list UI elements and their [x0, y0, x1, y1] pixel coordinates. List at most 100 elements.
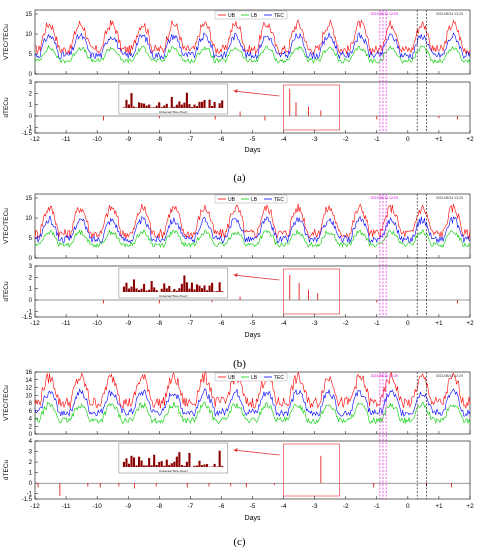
inset-bar [145, 105, 148, 108]
x-tick-label: -10 [92, 136, 102, 143]
x-tick-label: -9 [125, 320, 131, 327]
legend-label-lb: LB [251, 13, 258, 19]
inset-bar [203, 464, 206, 467]
zoom-arrow-head [233, 273, 238, 277]
x-tick-label: -4 [281, 320, 287, 327]
inset-bar [143, 103, 146, 108]
inset-bar [173, 461, 176, 467]
x-tick-label: -11 [62, 320, 71, 327]
inset-bar [168, 285, 171, 292]
inset-bar [188, 104, 191, 108]
legend-label-lb: LB [251, 197, 258, 203]
inset-bar [140, 288, 143, 292]
inset-bar [173, 106, 176, 108]
inset-bar [122, 286, 125, 292]
series-line-tec [34, 215, 471, 244]
inset-bar [173, 288, 176, 292]
inset-bar [195, 465, 199, 467]
inset-bar [180, 283, 183, 292]
y-tick-label: 4 [29, 417, 33, 423]
x-tick-label: -5 [250, 320, 256, 327]
inset-bar [153, 454, 156, 467]
legend-label-ub: UB [228, 13, 236, 19]
y-axis-label: dTECu [3, 97, 10, 118]
bottom-axes-frame [34, 81, 471, 134]
inset-bar [213, 291, 216, 292]
x-tick-label: -6 [219, 136, 225, 143]
inset-bar [211, 105, 214, 108]
y-axis-label: VTEC/TECu [3, 208, 10, 244]
series-line-lb [34, 229, 471, 248]
inset-bar [195, 105, 199, 108]
x-tick-label: -9 [125, 503, 131, 510]
y-tick-label: 3 [29, 264, 33, 270]
inset-bar [150, 280, 153, 292]
inset-bar [155, 464, 158, 467]
inset-xlabel: Universal Time (hour) [159, 110, 188, 114]
inset-bar [153, 287, 156, 292]
x-tick-label: -1 [374, 320, 380, 327]
inset-bar [183, 465, 186, 467]
inset-bar [175, 290, 178, 292]
zoom-arrow-head [233, 448, 238, 452]
inset-bar [148, 289, 151, 292]
inset-bar [200, 465, 204, 467]
zoom-box [283, 443, 340, 497]
y-axis-label: VTEC/TECu [3, 385, 10, 421]
x-tick-label: -12 [30, 136, 40, 143]
x-tick-label: -9 [125, 136, 131, 143]
y-tick-label: -1 [27, 492, 33, 498]
inset-bar [150, 107, 153, 108]
inset-bar [208, 285, 211, 292]
inset-bar [130, 455, 133, 467]
inset-bar [180, 104, 183, 108]
y-tick-label: -1.5 [22, 497, 33, 503]
inset-bar [163, 105, 166, 108]
inset-bar [135, 465, 138, 467]
inset-bar [190, 282, 193, 292]
legend-box [214, 10, 288, 20]
y-tick-label: 0 [29, 481, 33, 487]
inset-bar [160, 288, 163, 292]
inset-bar [140, 460, 143, 467]
inset-bar [185, 282, 188, 292]
inset-panel [118, 267, 228, 299]
inset-bar [185, 461, 188, 467]
x-tick-label: -7 [187, 320, 193, 327]
legend-box [214, 372, 288, 382]
series-line-lb [34, 401, 471, 425]
inset-bar [221, 465, 224, 467]
x-tick-label: -2 [343, 320, 349, 327]
inset-bar [216, 291, 219, 292]
series-line-tec [34, 388, 471, 417]
top-axes-frame [34, 9, 471, 75]
y-tick-label: 5 [29, 52, 33, 58]
y-tick-label: 1 [29, 471, 33, 477]
x-tick-label: -8 [156, 503, 162, 510]
x-tick-label: +2 [466, 320, 474, 327]
inset-bar [175, 456, 178, 467]
x-tick-label: -5 [250, 136, 256, 143]
x-tick-label: -10 [92, 503, 102, 510]
inset-bar [158, 102, 161, 108]
inset-bar [143, 465, 146, 467]
inset-bar [155, 290, 158, 292]
y-tick-label: -1.5 [22, 131, 33, 137]
inset-bar [160, 107, 163, 108]
annotation-black: 2021/08/14 12:29 [436, 12, 463, 16]
y-tick-label: 0 [29, 114, 33, 120]
y-tick-label: 0 [29, 72, 33, 78]
x-tick-label: -3 [312, 503, 318, 510]
x-axis-label: Days [245, 147, 261, 154]
inset-bar [145, 465, 148, 467]
inset-bar [175, 104, 178, 108]
y-tick-label: 15 [25, 196, 32, 202]
inset-bar [132, 457, 136, 467]
inset-bar [138, 102, 141, 108]
inset-bar [178, 101, 181, 108]
y-axis-label: dTECu [3, 281, 10, 302]
y-tick-label: 15 [25, 12, 32, 18]
x-tick-label: 0 [406, 320, 410, 327]
inset-bar [206, 290, 209, 292]
